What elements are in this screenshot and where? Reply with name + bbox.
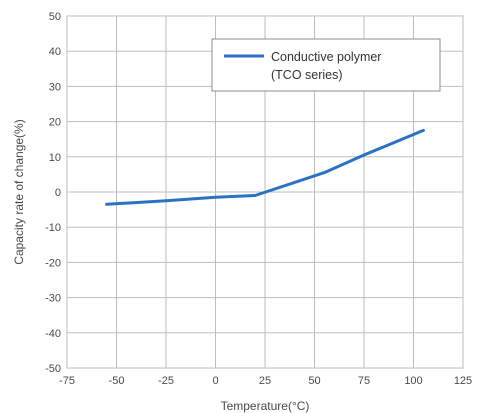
x-tick-label: -75 [59, 375, 75, 387]
y-tick-label: -20 [45, 257, 61, 269]
legend: Conductive polymer (TCO series) [211, 38, 441, 92]
y-tick-label: -40 [45, 328, 61, 340]
y-tick-label: -30 [45, 293, 61, 305]
y-tick-label: -10 [45, 222, 61, 234]
y-tick-label: 20 [49, 117, 61, 129]
x-tick-label: 50 [308, 375, 320, 387]
x-tick-label: 0 [212, 375, 218, 387]
x-tick-labels: -75 -50 -25 0 25 50 75 100 125 [59, 375, 472, 387]
y-tick-label: 50 [49, 11, 61, 23]
y-tick-label: -50 [45, 363, 61, 375]
x-tick-label: -25 [158, 375, 174, 387]
series-line [105, 128, 425, 206]
y-tick-labels: -50 -40 -30 -20 -10 0 10 20 30 40 50 [45, 11, 61, 375]
x-tick-label: 75 [358, 375, 370, 387]
legend-box [211, 38, 441, 92]
series-lines [105, 128, 425, 206]
y-tick-label: 40 [49, 46, 61, 58]
y-axis-title: Capacity rate of change(%) [12, 119, 26, 264]
x-tick-label: 125 [454, 375, 472, 387]
x-tick-label: -50 [109, 375, 125, 387]
legend-label-line-1: Conductive polymer [271, 50, 381, 64]
y-tick-label: 30 [49, 81, 61, 93]
y-tick-label: 10 [49, 152, 61, 164]
x-tick-label: 100 [404, 375, 422, 387]
legend-label-line-2: (TCO series) [271, 68, 343, 82]
y-tick-label: 0 [55, 187, 61, 199]
x-axis-title: Temperature(°C) [221, 399, 310, 413]
x-tick-label: 25 [259, 375, 271, 387]
